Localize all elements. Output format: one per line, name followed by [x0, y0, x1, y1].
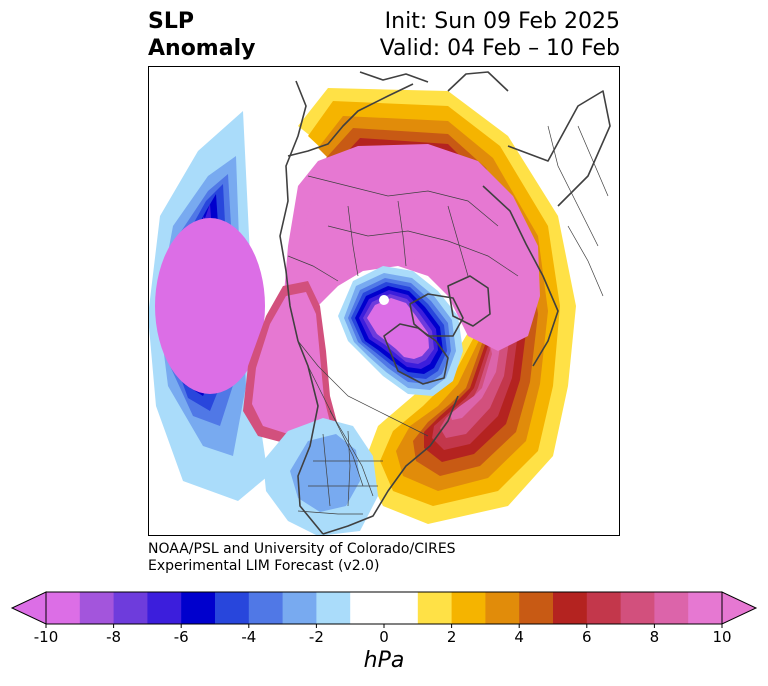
- colorbar-swatch: [350, 592, 385, 624]
- title-line-2: Anomaly: [148, 36, 256, 61]
- colorbar-swatch: [282, 592, 317, 624]
- colorbar-extend-low: [10, 591, 47, 625]
- colorbar-ticks: [45, 624, 723, 628]
- credit-line-1: NOAA/PSL and University of Colorado/CIRE…: [148, 541, 456, 557]
- colorbar-swatch: [46, 592, 81, 624]
- colorbar-tick-label: -2: [308, 628, 324, 646]
- colorbar-swatch: [688, 592, 723, 624]
- colorbar-tick-label: -6: [173, 628, 189, 646]
- colorbar-swatch: [181, 592, 216, 624]
- north-pacific-low: [148, 111, 268, 501]
- colorbar-swatch: [654, 592, 689, 624]
- colorbar-swatch: [519, 592, 554, 624]
- colorbar-swatch: [215, 592, 250, 624]
- arctic-canada-low: [338, 266, 463, 396]
- colorbar-unit-label: hPa: [363, 648, 405, 673]
- alaska-western-canada-high: [243, 281, 338, 444]
- polar-eurasian-high: [266, 144, 540, 426]
- colorbar-extend-high: [721, 591, 758, 625]
- title-line-1: SLP: [148, 9, 194, 34]
- colorbar-tick-label: 10: [712, 628, 732, 646]
- colorbar-swatch: [79, 592, 115, 624]
- colorbar-swatches: [10, 591, 758, 625]
- colorbar-swatch: [451, 592, 486, 624]
- colorbar-swatch: [248, 592, 284, 624]
- colorbar-tick-label: 6: [582, 628, 592, 646]
- colorbar-tick-label: 4: [514, 628, 524, 646]
- map-title: SLP Anomaly: [148, 8, 255, 62]
- init-date-label: Init: Sun 09 Feb 2025: [384, 9, 620, 34]
- colorbar-swatch: [485, 592, 520, 624]
- colorbar-tick-label: -4: [241, 628, 257, 646]
- colorbar-swatch: [113, 592, 148, 624]
- colorbar: [10, 591, 758, 628]
- colorbar-swatch: [384, 592, 419, 624]
- colorbar-tick-label: 8: [649, 628, 660, 646]
- map-frame: [148, 66, 620, 536]
- valid-range-label: Valid: 04 Feb – 10 Feb: [379, 36, 620, 61]
- colorbar-swatch: [147, 592, 182, 624]
- colorbar-swatch: [553, 592, 588, 624]
- colorbar-tick-label: 2: [446, 628, 457, 646]
- colorbar-tick-label: -8: [106, 628, 122, 646]
- slp-anomaly-map: [148, 66, 620, 536]
- colorbar-swatch: [620, 592, 655, 624]
- colorbar-swatch: [586, 592, 622, 624]
- colorbar-swatch: [417, 592, 453, 624]
- colorbar-tick-label: 0: [379, 628, 389, 646]
- colorbar-tick-label: -10: [33, 628, 59, 646]
- forecast-dates: Init: Sun 09 Feb 2025 Valid: 04 Feb – 10…: [380, 8, 620, 62]
- credit-block: NOAA/PSL and University of Colorado/CIRE…: [148, 541, 456, 575]
- coastlines: [279, 71, 611, 535]
- political-borders: [287, 125, 609, 515]
- colorbar-swatch: [316, 592, 351, 624]
- credit-line-2: Experimental LIM Forecast (v2.0): [148, 558, 380, 574]
